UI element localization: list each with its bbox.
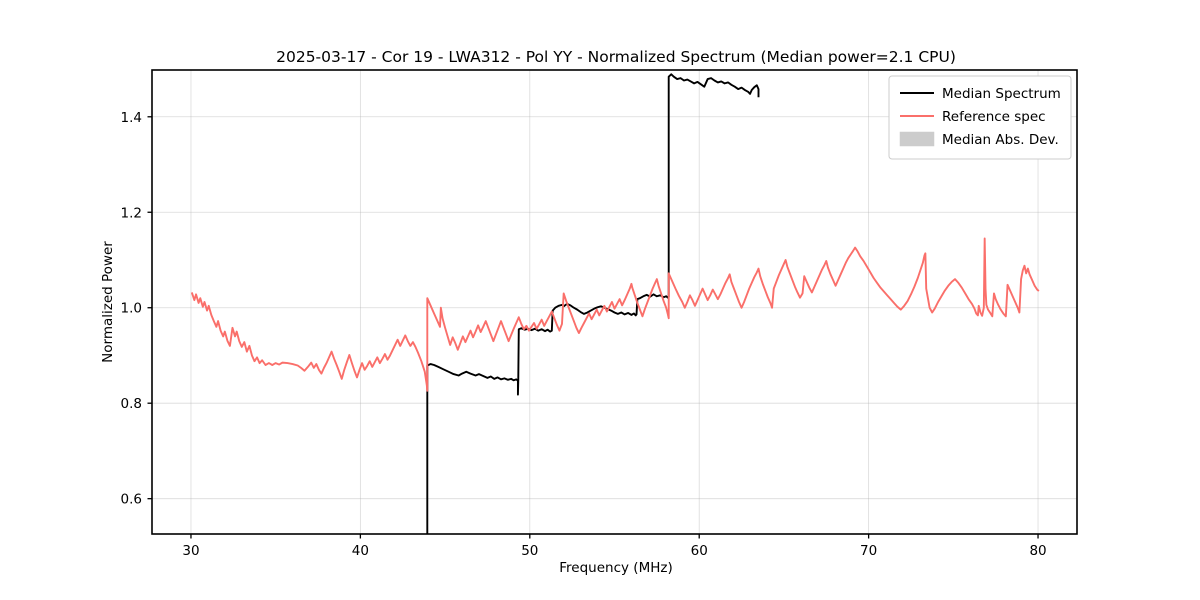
y-tick-label: 0.8: [121, 396, 142, 412]
chart-title: 2025-03-17 - Cor 19 - LWA312 - Pol YY - …: [276, 48, 956, 66]
y-tick-label: 0.6: [121, 492, 142, 508]
legend-label: Median Abs. Dev.: [942, 132, 1059, 148]
x-axis-label: Frequency (MHz): [559, 560, 672, 576]
chart-legend[interactable]: Median Spectrum Reference spec Median Abs.…: [888, 75, 1072, 160]
x-tick-label: 40: [352, 543, 369, 559]
y-tick-label: 1.4: [121, 110, 142, 126]
y-tick-label: 1.0: [121, 301, 142, 317]
legend-swatch-patch: [899, 131, 935, 147]
x-tick-label: 60: [691, 543, 708, 559]
legend-label: Median Spectrum: [942, 86, 1061, 102]
series-line-reference-spec: [190, 237, 1040, 392]
series-line-median-spectrum: [426, 73, 760, 534]
y-tick-label: 1.2: [121, 205, 142, 221]
legend-label: Reference spec: [942, 109, 1046, 125]
legend-background: [888, 75, 1072, 160]
axes-frame: [151, 69, 1078, 535]
data-series: [190, 73, 1040, 534]
x-axis-ticks: 30 40 50 60 70 80: [182, 534, 1047, 559]
y-axis-label: Normalized Power: [100, 241, 116, 363]
x-tick-label: 70: [860, 543, 877, 559]
x-tick-label: 30: [182, 543, 199, 559]
y-axis-ticks: 0.6 0.8 1.0 1.2 1.4: [121, 110, 152, 508]
x-tick-label: 80: [1029, 543, 1046, 559]
x-tick-label: 50: [521, 543, 538, 559]
